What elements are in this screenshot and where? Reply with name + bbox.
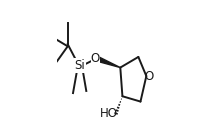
Text: HO: HO — [100, 107, 118, 120]
Text: O: O — [144, 70, 154, 83]
Polygon shape — [97, 57, 120, 68]
Text: Si: Si — [74, 59, 85, 72]
Text: O: O — [91, 52, 100, 65]
